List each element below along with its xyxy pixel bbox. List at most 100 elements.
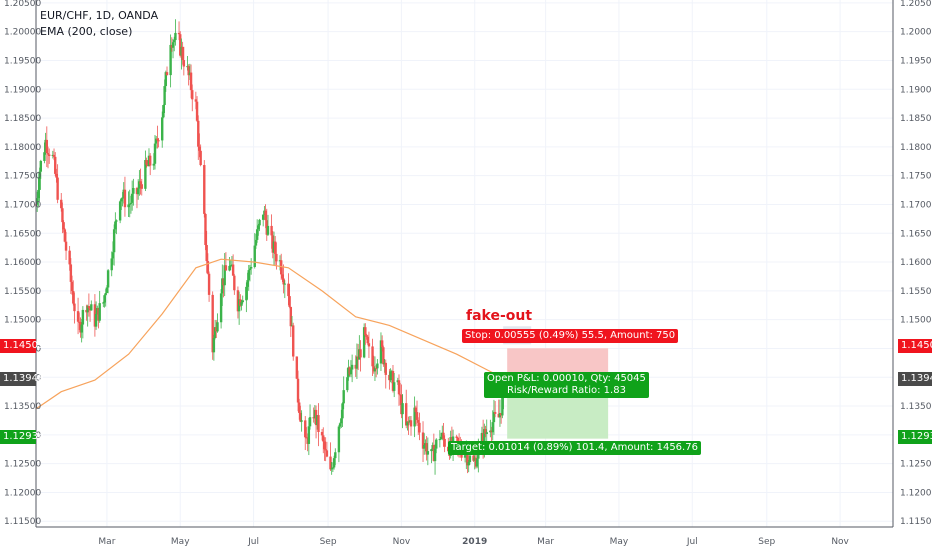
candle-up [147, 155, 151, 167]
candle-down [384, 362, 387, 375]
y-tick-label-right: 1.12000 [900, 488, 932, 498]
candle-up [80, 324, 83, 333]
candle-down [305, 437, 308, 439]
candle-up [110, 258, 113, 271]
candle-up [332, 458, 336, 468]
candle-down [472, 455, 475, 461]
candle-up [230, 264, 234, 266]
candle-down [414, 407, 418, 413]
candle-up [408, 420, 412, 423]
candle-up [431, 445, 434, 450]
stop-label[interactable]: Stop: 0.00555 (0.49%) 55.5, Amount: 750 [462, 329, 679, 343]
candle-up [90, 304, 93, 311]
y-tick-label-right: 1.16000 [900, 258, 932, 268]
candle-down [306, 438, 309, 444]
target-label[interactable]: Target: 0.01014 (0.89%) 101.4, Amount: 1… [448, 441, 701, 455]
x-tick-label: Jul [686, 537, 698, 547]
candle-down [324, 449, 327, 451]
y-tick-label-left: 1.19500 [4, 56, 41, 66]
candle-up [104, 293, 107, 296]
candle-down [56, 177, 59, 200]
candle-down [271, 235, 274, 253]
candle-up [152, 163, 155, 166]
candle-down [93, 304, 97, 327]
candle-up [489, 430, 492, 433]
y-tick-label-left: 1.18000 [4, 143, 41, 153]
candle-up [390, 371, 393, 373]
candle-up [278, 260, 282, 262]
candle-down [418, 422, 421, 433]
candle-up [114, 221, 117, 230]
candle-up [468, 455, 472, 463]
pnl-label[interactable]: Open P&L: 0.00010, Qty: 45045 Risk/Rewar… [484, 372, 649, 398]
candle-down [54, 156, 57, 174]
candle-down [287, 283, 290, 297]
candle-down [497, 413, 500, 418]
candle-up [334, 452, 337, 459]
candle-up [350, 364, 354, 370]
candle-up [245, 286, 248, 301]
candle-up [308, 417, 312, 427]
candle-down [233, 275, 236, 291]
candle-up [358, 349, 361, 360]
candle-down [356, 356, 360, 360]
candle-down [493, 412, 497, 414]
candle-down [199, 150, 202, 166]
candle-up [483, 429, 486, 447]
candle-up [266, 225, 270, 235]
candle-up [161, 117, 164, 141]
candle-down [68, 250, 71, 265]
candle-up [435, 439, 438, 449]
candle-up [241, 300, 244, 303]
candle-up [118, 201, 122, 221]
candle-down [46, 153, 50, 155]
fake-out-label: fake-out [466, 308, 533, 324]
y-tick-label-left: 1.11500 [4, 517, 41, 527]
candle-down [400, 394, 403, 415]
candle-down [64, 241, 68, 251]
candle-down [405, 403, 408, 426]
candle-down [348, 367, 351, 375]
candle-down [421, 432, 425, 449]
candle-down [76, 311, 80, 322]
x-tick-label: 2019 [462, 537, 487, 547]
candle-down [69, 264, 73, 282]
candle-down [60, 199, 63, 209]
candle-down [292, 325, 295, 357]
candle-down [365, 335, 368, 337]
candle-down [443, 438, 446, 447]
candle-up [424, 443, 427, 446]
candle-up [164, 72, 168, 87]
candle-up [261, 214, 265, 220]
candle-down [224, 265, 228, 271]
candle-up [463, 455, 467, 458]
candle-up [401, 403, 404, 415]
candle-up [173, 40, 176, 43]
y-tick-label-left: 1.12000 [4, 488, 41, 498]
candle-up [439, 436, 443, 440]
candle-down [281, 274, 284, 279]
candle-up [163, 86, 166, 106]
candle-down [298, 402, 301, 413]
candle-down [296, 378, 300, 403]
candle-up [480, 432, 484, 446]
candle-up [346, 377, 349, 391]
candle-up [485, 432, 488, 435]
candle-down [70, 281, 74, 292]
y-tick-label-right: 1.18500 [900, 114, 932, 124]
candle-up [103, 295, 106, 303]
candle-down [206, 261, 210, 274]
candle-up [379, 340, 383, 364]
candle-down [204, 213, 207, 246]
candle-down [323, 441, 326, 450]
candle-up [396, 380, 399, 383]
candle-down [329, 456, 332, 470]
candle-up [263, 210, 266, 215]
candle-up [81, 309, 85, 325]
candle-down [197, 120, 200, 147]
candle-down [372, 366, 375, 372]
candle-down [79, 322, 82, 333]
candle-up [313, 409, 317, 419]
candle-up [144, 160, 147, 189]
